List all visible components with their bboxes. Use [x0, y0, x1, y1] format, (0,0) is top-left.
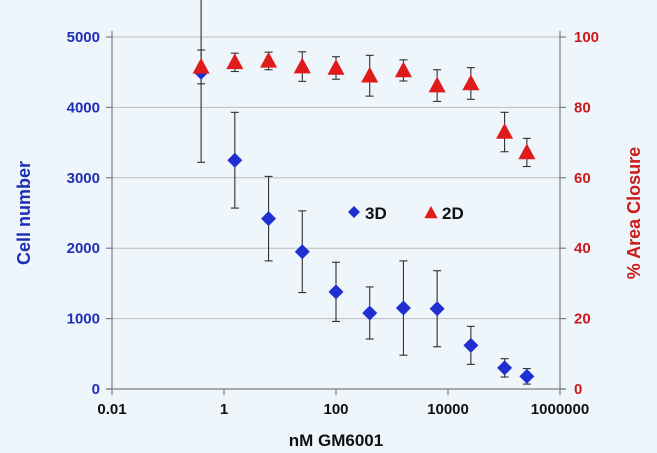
axes	[106, 31, 566, 390]
x-tick-label-4: 1000000	[531, 401, 589, 418]
gridlines	[112, 36, 560, 320]
point-3d-3	[294, 244, 310, 260]
right-tick-label-3: 60	[574, 170, 591, 187]
point-3d-10	[519, 368, 535, 384]
right-tick-label-5: 100	[574, 29, 599, 46]
left-tick-label-5: 5000	[67, 29, 100, 46]
ticks: 0 1000 2000 3000 4000 5000 0 20 40 60 80 100 0.01 1 10…	[67, 29, 599, 418]
x-axis-title: nM GM6001	[289, 431, 383, 450]
left-tick-label-4: 4000	[67, 99, 100, 116]
left-tick-label-0: 0	[92, 381, 100, 398]
right-tick-label-1: 20	[574, 311, 591, 328]
point-2d-8	[462, 74, 480, 91]
point-2d-0	[192, 57, 210, 74]
point-3d-8	[463, 337, 479, 353]
right-tick-label-2: 40	[574, 240, 591, 257]
right-tick-label-4: 80	[574, 99, 591, 116]
x-tick-label-3: 10000	[427, 401, 469, 418]
point-3d-6	[395, 300, 411, 316]
point-2d-4	[327, 58, 345, 75]
point-3d-7	[429, 301, 445, 317]
point-3d-4	[328, 284, 344, 300]
right-axis-title: % Area Closure	[624, 147, 644, 279]
left-tick-label-1: 1000	[67, 311, 100, 328]
legend: 3D 2D	[348, 204, 464, 223]
point-2d-7	[428, 76, 446, 93]
x-tick-label-0: 0.01	[97, 401, 126, 418]
left-tick-label-3: 3000	[67, 170, 100, 187]
point-3d-5	[362, 305, 378, 321]
error-bars	[197, 0, 531, 385]
point-2d-3	[293, 57, 311, 74]
point-3d-9	[497, 360, 513, 376]
point-2d-10	[518, 143, 536, 160]
point-2d-5	[361, 66, 379, 83]
point-2d-2	[260, 51, 278, 68]
data-markers	[192, 51, 536, 384]
point-3d-2	[261, 211, 277, 227]
x-tick-label-2: 100	[323, 401, 348, 418]
point-2d-1	[226, 53, 244, 70]
point-3d-1	[227, 152, 243, 168]
left-axis-title: Cell number	[14, 161, 34, 265]
point-2d-6	[394, 61, 412, 78]
legend-marker-3d	[348, 206, 360, 218]
right-tick-label-0: 0	[574, 381, 582, 398]
x-tick-label-1: 1	[220, 401, 228, 418]
legend-label-2d: 2D	[442, 204, 464, 223]
left-tick-label-2: 2000	[67, 240, 100, 257]
point-2d-9	[496, 123, 514, 139]
legend-label-3d: 3D	[365, 204, 387, 223]
legend-marker-2d	[424, 206, 438, 219]
